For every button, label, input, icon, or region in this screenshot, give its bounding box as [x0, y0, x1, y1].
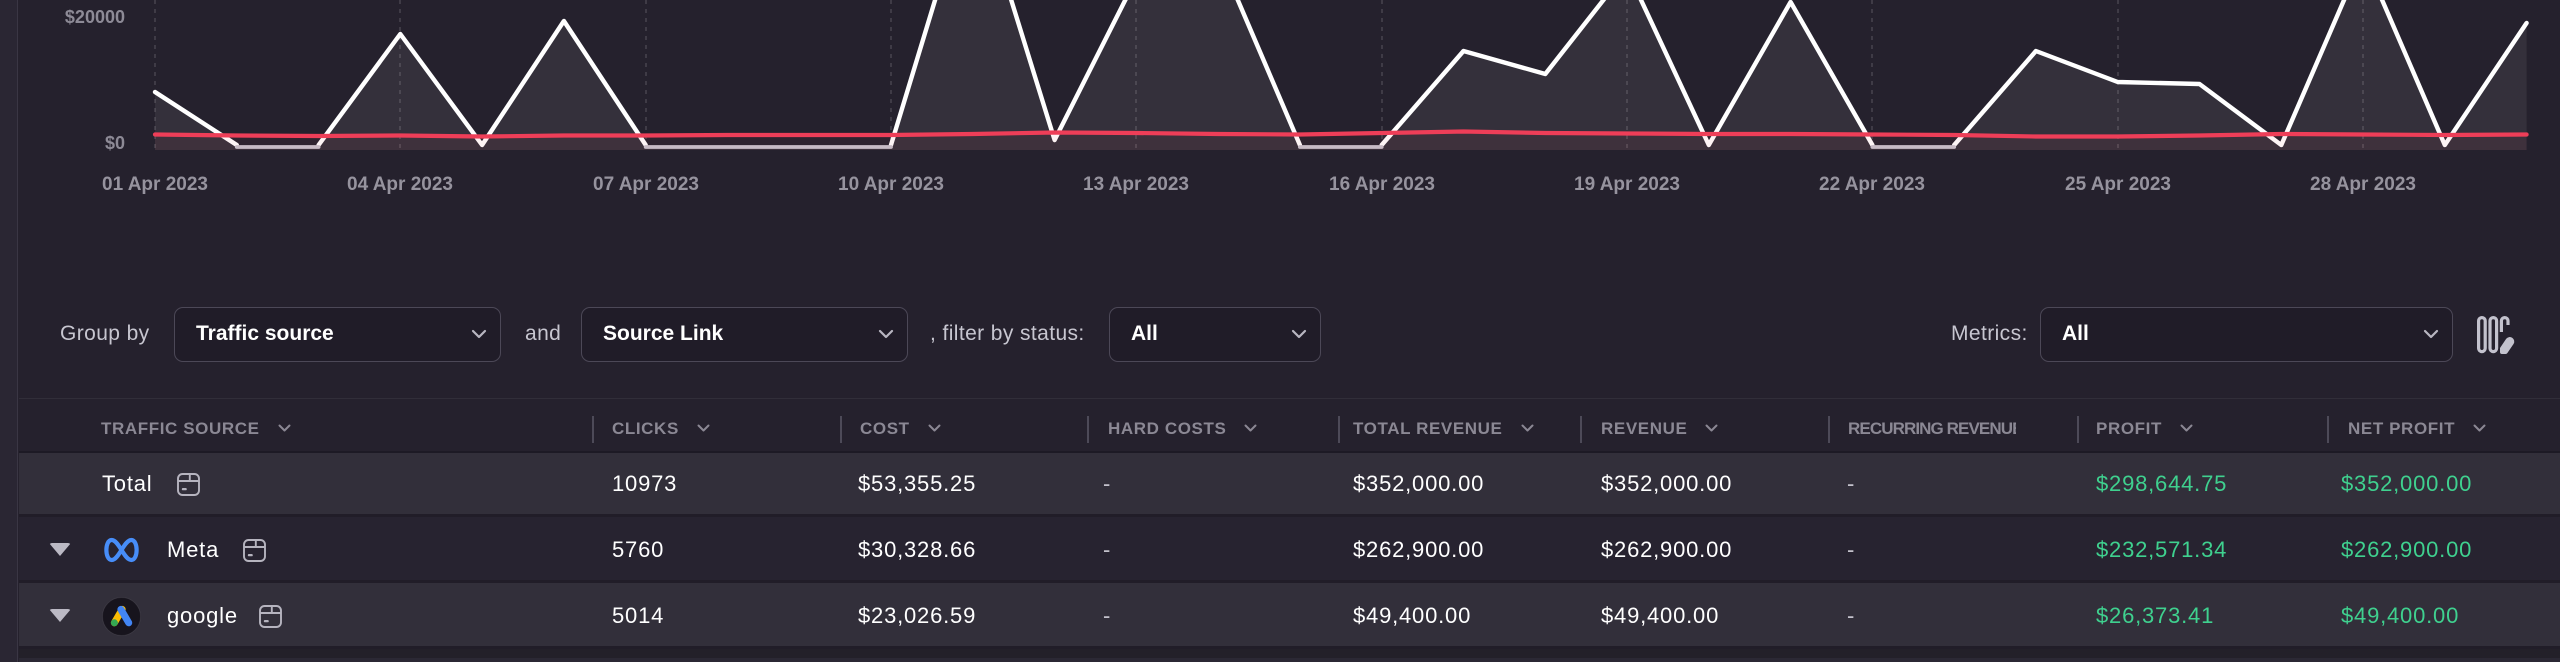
svg-text:16 Apr 2023: 16 Apr 2023	[1329, 174, 1435, 195]
svg-text:22 Apr 2023: 22 Apr 2023	[1819, 174, 1925, 195]
svg-text:07 Apr 2023: 07 Apr 2023	[593, 174, 699, 195]
svg-text:01 Apr 2023: 01 Apr 2023	[102, 174, 208, 195]
svg-text:25 Apr 2023: 25 Apr 2023	[2065, 174, 2171, 195]
svg-text:$20000: $20000	[65, 7, 125, 27]
svg-text:19 Apr 2023: 19 Apr 2023	[1574, 174, 1680, 195]
svg-text:04 Apr 2023: 04 Apr 2023	[347, 174, 453, 195]
svg-text:10 Apr 2023: 10 Apr 2023	[838, 174, 944, 195]
svg-text:$0: $0	[105, 133, 125, 153]
svg-text:28 Apr 2023: 28 Apr 2023	[2310, 174, 2416, 195]
svg-text:13 Apr 2023: 13 Apr 2023	[1083, 174, 1189, 195]
